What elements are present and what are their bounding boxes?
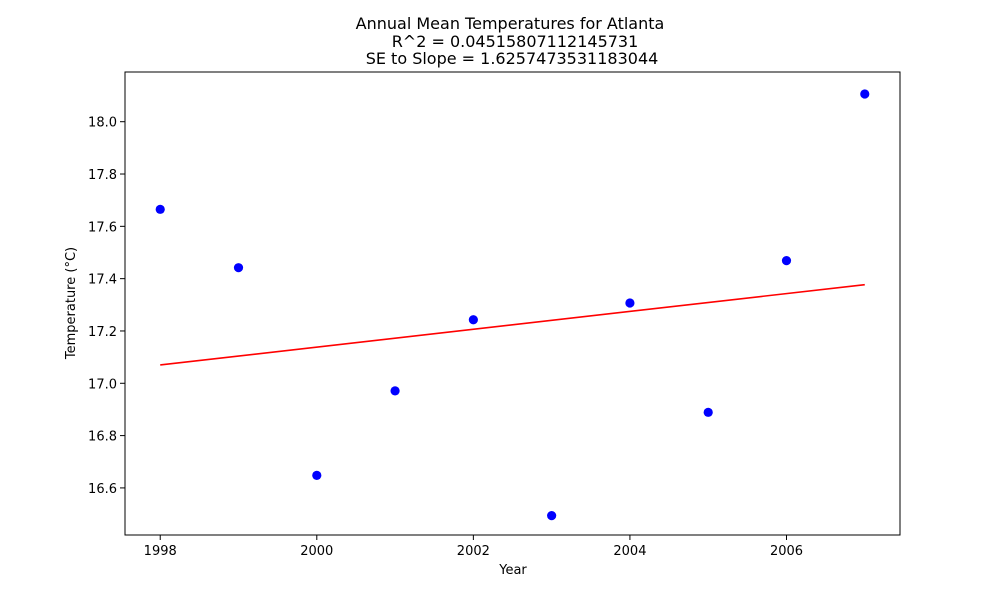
x-axis-ticks: 1998 2000 2002 2004 2006	[144, 535, 803, 559]
data-point	[468, 315, 478, 325]
chart-title-line-2: R^2 = 0.045158071121457​31	[392, 32, 639, 51]
plot-area	[124, 71, 901, 536]
y-tick-label: 17.6	[88, 220, 117, 235]
data-point	[390, 386, 400, 396]
y-tick-label: 16.8	[88, 430, 117, 445]
y-tick-label: 17.4	[88, 273, 117, 288]
data-point	[625, 298, 635, 308]
x-tick-label: 2006	[770, 544, 803, 559]
data-point	[155, 204, 165, 214]
y-tick-label: 16.6	[88, 482, 117, 497]
x-tick-label: 2000	[300, 544, 333, 559]
y-tick-label: 17.2	[88, 325, 117, 340]
y-tick-label: 17.0	[88, 377, 117, 392]
data-points-layer	[155, 89, 870, 521]
regression-line	[160, 283, 865, 366]
y-axis-ticks: 16.6 16.8 17.0 17.2 17.4 17.6 17.8 18.0	[88, 116, 125, 497]
data-point	[860, 89, 870, 99]
chart-title-line-1: Annual Mean Temperatures for Atlanta	[356, 14, 665, 33]
data-point	[547, 511, 557, 521]
y-tick-label: 17.8	[88, 168, 117, 183]
x-axis-label: Year	[498, 563, 527, 578]
data-point	[703, 407, 713, 417]
data-point	[781, 256, 792, 266]
x-tick-label: 2004	[613, 544, 646, 559]
y-tick-label: 18.0	[88, 116, 117, 131]
data-point	[312, 470, 322, 480]
x-tick-label: 1998	[144, 544, 177, 559]
x-tick-label: 2002	[457, 544, 490, 559]
data-point	[233, 263, 244, 273]
chart-title-line-3: SE to Slope = 1.6257473531183044	[366, 49, 659, 68]
y-axis-label: Temperature (°C)	[64, 247, 79, 360]
fit-line-layer	[160, 283, 865, 366]
